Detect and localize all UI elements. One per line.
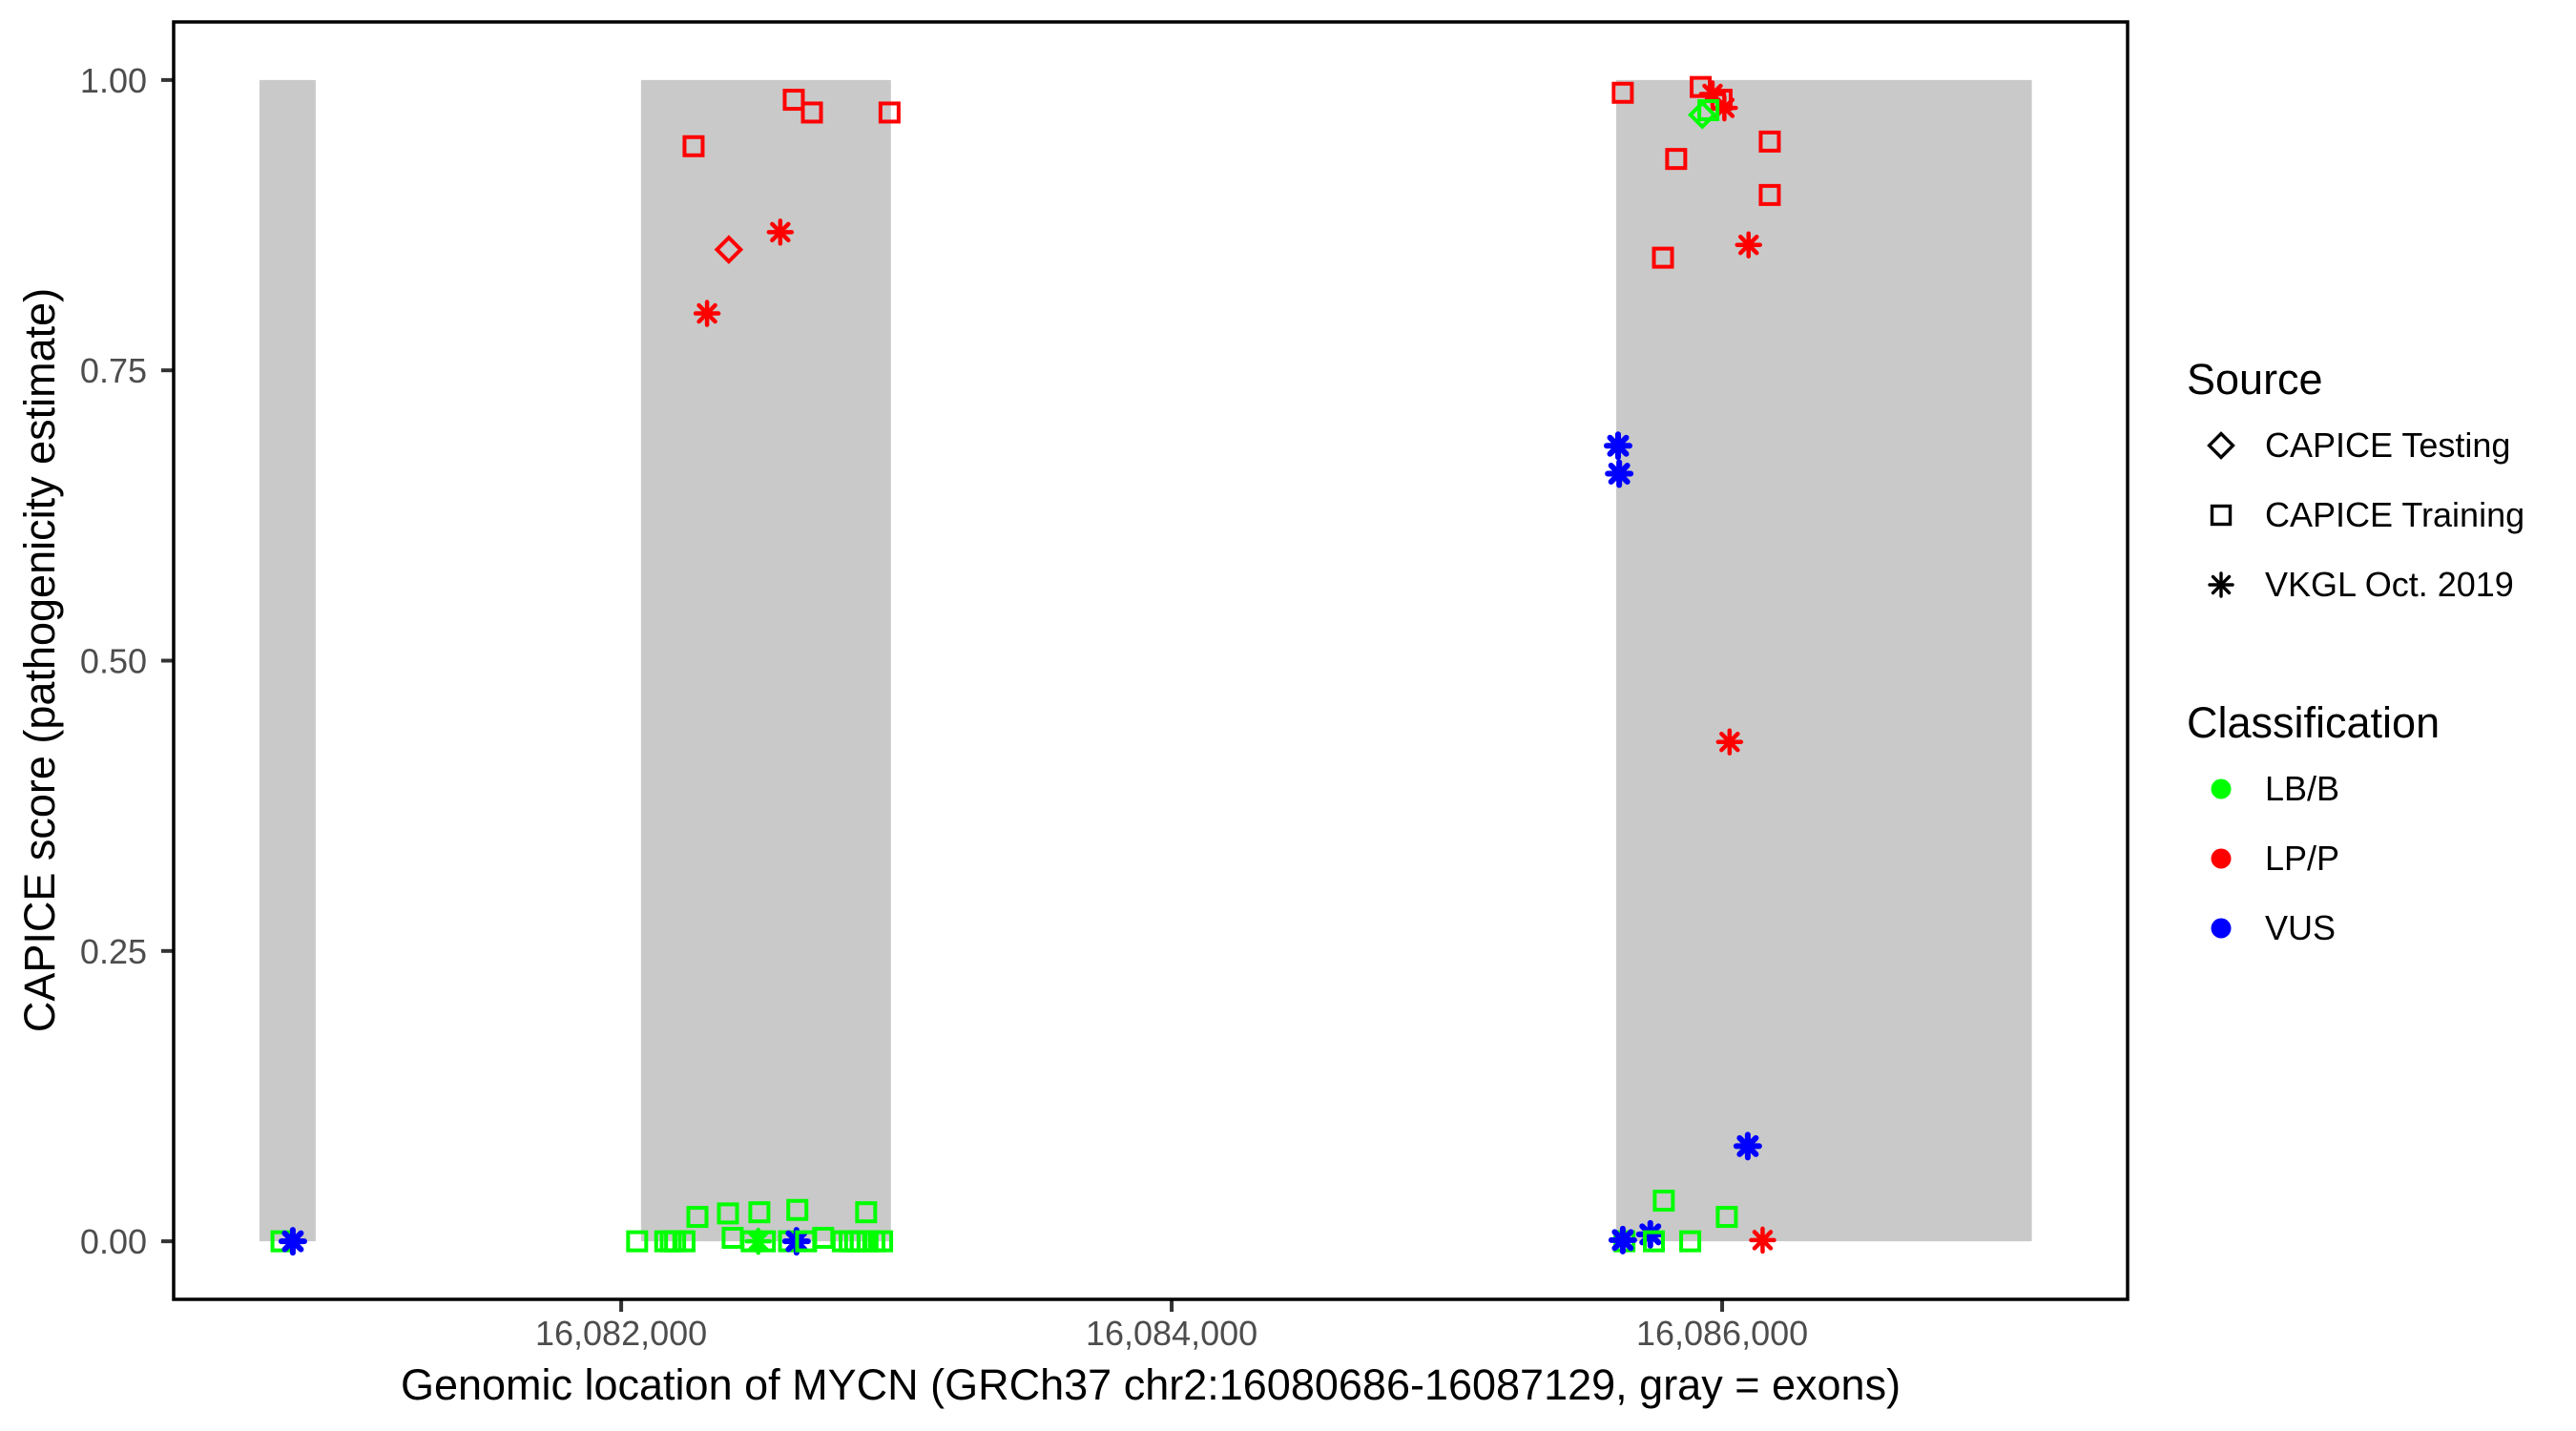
exon-region bbox=[640, 79, 891, 1242]
data-point-square bbox=[673, 1230, 696, 1253]
data-point-square bbox=[748, 1201, 771, 1224]
blue-dot-icon bbox=[2211, 918, 2232, 938]
asterisk-arm bbox=[1611, 1229, 1634, 1252]
y-tick-label: 0.25 bbox=[80, 932, 147, 971]
data-point-square bbox=[878, 101, 901, 124]
data-point-square bbox=[786, 1198, 809, 1221]
data-point-asterisk bbox=[1635, 1219, 1665, 1249]
y-tick-label: 0.75 bbox=[80, 351, 147, 390]
legend-item-lpp: LP/P bbox=[2187, 823, 2576, 893]
y-axis-title: CAPICE score (pathogenicity estimate) bbox=[15, 287, 64, 1033]
asterisk-arm bbox=[1752, 1230, 1774, 1251]
data-point-square bbox=[800, 101, 823, 124]
asterisk-arm bbox=[1719, 731, 1740, 753]
legend-classification: Classification LB/B LP/P VUS bbox=[2187, 698, 2576, 963]
data-point-square bbox=[754, 1230, 777, 1253]
data-point-square bbox=[626, 1230, 649, 1253]
data-point-square bbox=[1652, 246, 1674, 269]
asterisk-arm bbox=[1607, 434, 1630, 457]
legend-item-label: LB/B bbox=[2265, 768, 2340, 808]
asterisk-icon bbox=[2208, 570, 2234, 598]
asterisk-arm bbox=[696, 302, 717, 324]
asterisk-arm bbox=[281, 1230, 304, 1253]
data-point-asterisk bbox=[1749, 1226, 1776, 1255]
data-point-asterisk bbox=[1735, 231, 1762, 259]
panel-border bbox=[172, 20, 2129, 1301]
legend-item-vkgl: VKGL Oct. 2019 bbox=[2187, 550, 2576, 619]
x-tick-label: 16,084,000 bbox=[1086, 1314, 1257, 1353]
red-dot-icon bbox=[2211, 848, 2232, 868]
x-tick-label: 16,082,000 bbox=[535, 1314, 707, 1353]
square-icon bbox=[2210, 504, 2233, 526]
data-point-square bbox=[871, 1230, 894, 1253]
legend-item-vus: VUS bbox=[2187, 893, 2576, 963]
legend-source-title: Source bbox=[2187, 355, 2323, 404]
legend-item-label: CAPICE Testing bbox=[2265, 425, 2511, 465]
green-dot-icon bbox=[2211, 778, 2232, 798]
legend-item-lbb: LB/B bbox=[2187, 754, 2576, 823]
asterisk-arm bbox=[748, 1231, 769, 1252]
asterisk-arm bbox=[1737, 234, 1759, 256]
asterisk-arm bbox=[1608, 463, 1631, 486]
data-point-diamond bbox=[714, 235, 744, 264]
data-point-asterisk bbox=[1604, 431, 1633, 461]
data-point-square bbox=[782, 89, 805, 112]
data-point-square bbox=[1715, 1206, 1738, 1229]
data-point-square bbox=[1758, 183, 1781, 206]
x-axis-title: Genomic location of MYCN (GRCh37 chr2:16… bbox=[400, 1360, 1901, 1409]
data-point-square bbox=[1652, 1190, 1675, 1213]
y-tick-label: 0.00 bbox=[80, 1222, 147, 1261]
diamond-icon bbox=[2207, 430, 2235, 460]
data-point-square bbox=[1758, 130, 1781, 153]
data-point-square bbox=[1611, 81, 1634, 104]
data-point-square bbox=[717, 1202, 739, 1225]
y-tick-label: 0.50 bbox=[80, 642, 147, 681]
legend-source: Source CAPICE Testing CAPICE Training bbox=[2187, 355, 2576, 619]
data-point-asterisk bbox=[1733, 1131, 1762, 1161]
data-point-asterisk bbox=[1715, 728, 1744, 756]
data-point-asterisk bbox=[766, 218, 795, 246]
data-point-asterisk bbox=[278, 1227, 307, 1256]
legend-item-label: LP/P bbox=[2265, 838, 2340, 878]
exon-region bbox=[1615, 79, 2032, 1242]
legend-classification-title: Classification bbox=[2187, 698, 2441, 747]
data-point-asterisk bbox=[1608, 1225, 1637, 1255]
data-point-square bbox=[686, 1206, 709, 1229]
data-point-square bbox=[855, 1201, 878, 1224]
data-point-asterisk bbox=[1605, 459, 1634, 488]
y-tick-label: 1.00 bbox=[80, 61, 147, 100]
legend-item-label: VUS bbox=[2265, 907, 2337, 947]
asterisk-arm bbox=[1736, 1134, 1759, 1157]
data-point-square bbox=[1697, 99, 1720, 122]
legend-item-label: CAPICE Training bbox=[2265, 494, 2525, 534]
data-point-square bbox=[682, 135, 705, 157]
asterisk-arm bbox=[770, 221, 791, 243]
data-point-square bbox=[1643, 1230, 1666, 1253]
data-point-square bbox=[1665, 148, 1688, 171]
exon-region bbox=[260, 79, 316, 1242]
legend-item-capice-testing: CAPICE Testing bbox=[2187, 410, 2576, 480]
legend-item-label: VKGL Oct. 2019 bbox=[2265, 564, 2514, 604]
legend-item-capice-training: CAPICE Training bbox=[2187, 480, 2576, 550]
data-point-square bbox=[1679, 1230, 1702, 1253]
x-tick-label: 16,086,000 bbox=[1636, 1314, 1808, 1353]
data-point-asterisk bbox=[693, 300, 721, 327]
